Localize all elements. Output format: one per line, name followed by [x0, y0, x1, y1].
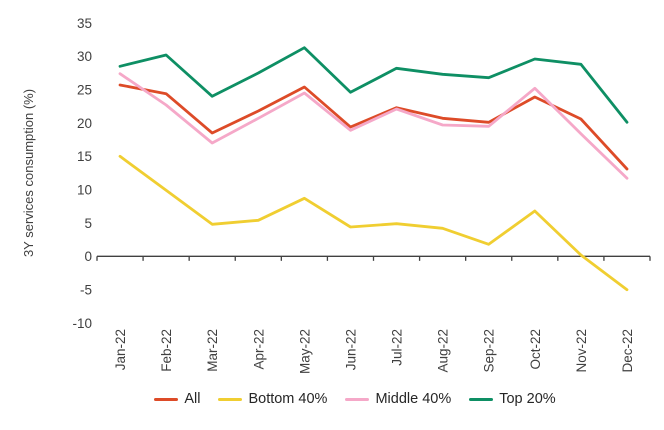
legend-label: Bottom 40%: [248, 391, 328, 407]
x-axis-tick-label: May-22: [297, 329, 312, 374]
chart-legend: All Bottom 40% Middle 40% Top 20%: [30, 391, 664, 407]
legend-item-bottom-40-: Bottom 40%: [218, 391, 327, 407]
x-axis-tick-label: Jan-22: [113, 329, 128, 370]
y-axis-tick-label: 30: [77, 49, 92, 64]
legend-swatch-icon: [469, 397, 494, 401]
legend-label: Middle 40%: [375, 391, 452, 407]
x-axis-tick-label: Aug-22: [436, 329, 451, 373]
y-axis-tick-label: 25: [77, 82, 92, 97]
legend-item-top-20-: Top 20%: [469, 391, 556, 407]
series-line-bottom-40-: [118, 154, 629, 292]
x-axis-tick-label: Feb-22: [159, 329, 174, 372]
x-axis-tick-label: Jun-22: [343, 329, 358, 370]
legend-label: Top 20%: [499, 391, 556, 407]
legend-swatch-icon: [218, 397, 243, 401]
y-axis-tick-label: 10: [77, 182, 92, 197]
series-line-middle-40-: [118, 72, 629, 180]
x-axis-tick-label: Jul-22: [390, 329, 405, 366]
y-axis-title: 3Y services consumption (%): [21, 89, 36, 257]
legend-label: All: [184, 391, 201, 407]
x-axis-tick-label: Apr-22: [251, 329, 266, 370]
series-line-top-20-: [118, 46, 629, 124]
y-axis-tick-label: 15: [77, 149, 92, 164]
x-axis-tick-label: Sep-22: [482, 329, 497, 373]
y-axis-tick-label: 5: [84, 216, 92, 231]
legend-item-all: All: [154, 391, 200, 407]
y-axis-tick-label: 0: [84, 249, 92, 264]
x-axis-tick-label: Mar-22: [205, 329, 220, 372]
legend-swatch-icon: [345, 397, 370, 401]
series-line-all: [118, 83, 629, 171]
legend-item-middle-40-: Middle 40%: [345, 391, 451, 407]
y-axis-tick-label: -10: [72, 316, 92, 331]
legend-swatch-icon: [154, 397, 179, 401]
x-axis-tick-label: Oct-22: [528, 329, 543, 370]
x-axis-tick-label: Dec-22: [620, 329, 635, 373]
y-axis-tick-label: -5: [80, 282, 92, 297]
x-axis-tick-label: Nov-22: [574, 329, 589, 373]
y-axis-tick-label: 20: [77, 116, 92, 131]
y-axis-tick-label: 35: [77, 16, 92, 31]
